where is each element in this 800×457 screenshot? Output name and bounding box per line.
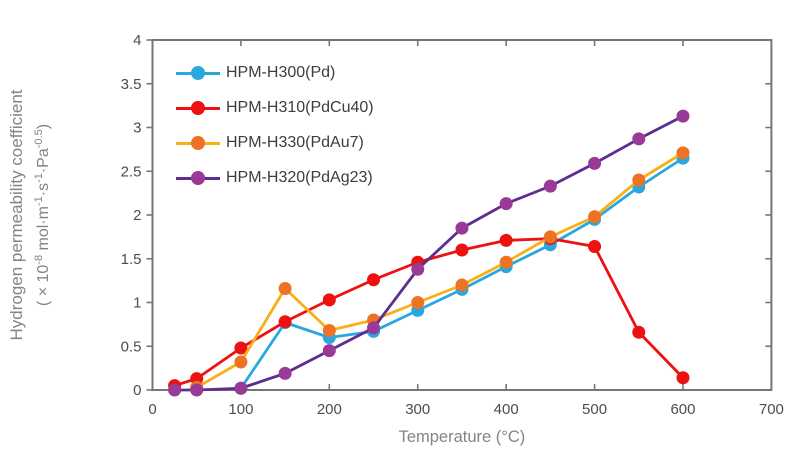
legend-label: HPM-H330(PdAu7) xyxy=(226,134,364,151)
y-tick-label: 1.5 xyxy=(121,251,142,268)
data-point-hpm-h330-pdau7-200 xyxy=(322,324,336,337)
legend-dot-swatch xyxy=(191,101,205,115)
data-point-hpm-h320-pdag23-400 xyxy=(499,197,513,211)
x-tick-label: 600 xyxy=(670,401,695,418)
legend-item-hpm-h320-pdag23: HPM-H320(PdAg23) xyxy=(176,167,373,189)
x-axis-tick-labels: 0 100 200 300 400 500 600 700 xyxy=(148,401,784,418)
data-point-hpm-h320-pdag23-200 xyxy=(322,344,336,358)
legend-item-hpm-h300-pd: HPM-H300(Pd) xyxy=(176,62,335,84)
y-axis-title-line2: ( × 10-8 mol·m-1·s-1·Pa-0.5) xyxy=(33,124,52,306)
y-tick-label: 3.5 xyxy=(121,76,142,93)
data-point-hpm-h330-pdau7-500 xyxy=(588,210,602,224)
legend-label: HPM-H310(PdCu40) xyxy=(226,99,374,116)
data-point-hpm-h320-pdag23-500 xyxy=(588,156,602,170)
x-tick-label: 0 xyxy=(148,401,156,418)
data-point-hpm-h330-pdau7-400 xyxy=(499,255,513,269)
legend-item-hpm-h310-pdcu40: HPM-H310(PdCu40) xyxy=(176,97,374,119)
plot-area-border xyxy=(151,39,773,391)
data-point-hpm-h310-pdcu40-200 xyxy=(322,293,336,307)
legend-item-hpm-h330-pdau7: HPM-H330(PdAu7) xyxy=(176,132,364,154)
legend-marker-icon xyxy=(176,66,220,80)
y-tick-label: 0 xyxy=(133,382,141,399)
series-line-hpm-h300-pd xyxy=(239,156,684,390)
data-point-hpm-h310-pdcu40-250 xyxy=(367,273,381,287)
legend-marker-icon xyxy=(176,136,220,150)
x-tick-label: 300 xyxy=(405,401,430,418)
data-point-hpm-h320-pdag23-550 xyxy=(632,132,646,146)
x-tick-label: 400 xyxy=(494,401,519,418)
y-axis-tick-labels: 0 0.5 1 1.5 2 2.5 3 3.5 4 xyxy=(121,32,142,399)
x-tick-label: 500 xyxy=(582,401,607,418)
series-line-hpm-h320-pdag23 xyxy=(174,114,684,392)
data-point-hpm-h330-pdau7-600 xyxy=(676,146,690,160)
data-point-hpm-h320-pdag23-600 xyxy=(676,109,690,123)
x-axis-title: Temperature (°C) xyxy=(399,428,526,446)
legend-label: HPM-H300(Pd) xyxy=(226,64,336,81)
data-point-hpm-h320-pdag23-50 xyxy=(190,383,204,397)
legend-dot-swatch xyxy=(191,136,205,150)
data-point-hpm-h320-pdag23-300 xyxy=(411,262,425,276)
data-point-hpm-h320-pdag23-250 xyxy=(367,321,381,335)
y-tick-label: 4 xyxy=(133,32,141,49)
series-hpm-h310-pdcu40 xyxy=(168,232,690,393)
x-tick-label: 100 xyxy=(228,401,253,418)
y-axis-title-line1: Hydrogen permeability coefficient xyxy=(7,89,26,340)
data-point-hpm-h310-pdcu40-600 xyxy=(676,371,690,385)
y-tick-label: 1 xyxy=(133,295,141,312)
y-tick-label: 2.5 xyxy=(121,163,142,180)
series-hpm-h320-pdag23 xyxy=(168,109,690,397)
y-tick-label: 0.5 xyxy=(121,338,142,355)
x-tick-label: 200 xyxy=(317,401,342,418)
data-point-hpm-h320-pdag23-25 xyxy=(168,383,182,397)
data-point-hpm-h330-pdau7-300 xyxy=(411,296,425,309)
y-tick-label: 3 xyxy=(133,120,141,137)
data-point-hpm-h310-pdcu40-400 xyxy=(499,233,513,247)
axis-ticks xyxy=(146,39,772,391)
data-point-hpm-h310-pdcu40-550 xyxy=(632,325,646,339)
data-point-hpm-h330-pdau7-100 xyxy=(234,355,248,369)
data-point-hpm-h310-pdcu40-150 xyxy=(278,315,292,329)
data-point-hpm-h320-pdag23-450 xyxy=(543,179,557,193)
data-point-hpm-h310-pdcu40-500 xyxy=(588,240,602,253)
data-point-hpm-h320-pdag23-350 xyxy=(455,221,469,235)
data-point-hpm-h330-pdau7-150 xyxy=(278,282,292,295)
data-point-hpm-h330-pdau7-550 xyxy=(632,173,646,187)
data-point-hpm-h320-pdag23-100 xyxy=(234,381,248,395)
legend-marker-icon xyxy=(176,101,220,115)
data-point-hpm-h330-pdau7-450 xyxy=(543,230,557,244)
x-tick-label: 700 xyxy=(759,401,784,418)
legend-marker-icon xyxy=(176,171,220,185)
legend-dot-swatch xyxy=(191,66,205,80)
data-point-hpm-h310-pdcu40-100 xyxy=(234,341,248,355)
data-point-hpm-h330-pdau7-350 xyxy=(455,278,469,292)
series-line-hpm-h330-pdau7 xyxy=(196,151,684,389)
legend-dot-swatch xyxy=(191,171,205,185)
data-point-hpm-h320-pdag23-150 xyxy=(278,366,292,380)
data-point-hpm-h310-pdcu40-350 xyxy=(455,243,469,257)
y-tick-label: 2 xyxy=(133,207,141,224)
legend-label: HPM-H320(PdAg23) xyxy=(226,169,373,186)
series-hpm-h330-pdau7 xyxy=(190,146,690,394)
